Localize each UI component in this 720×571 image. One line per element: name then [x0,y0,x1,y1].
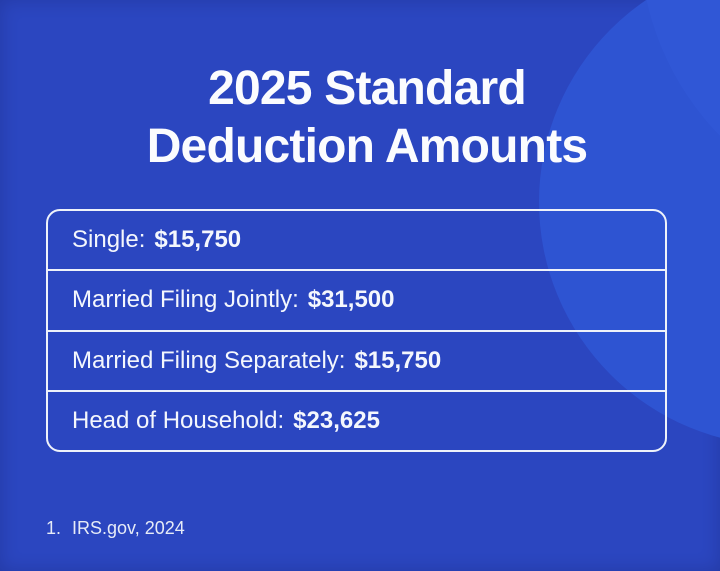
page-title-line-1: 2025 Standard [208,62,527,115]
table-row-married-jointly: Married Filing Jointly: $31,500 [48,269,665,329]
row-label: Married Filing Jointly: [72,286,299,314]
deduction-table: Single: $15,750 Married Filing Jointly: … [46,209,667,452]
footnote: 1. IRS.gov, 2024 [46,517,185,539]
row-amount: $23,625 [293,406,380,434]
page-title: 2025 Standard Deduction Amounts [0,60,720,176]
row-label: Single: [72,226,146,254]
footnote-text: IRS.gov, 2024 [72,518,185,538]
page-title-line-2: Deduction Amounts [146,120,588,173]
row-amount: $15,750 [154,226,242,254]
table-row-single: Single: $15,750 [48,211,665,269]
table-row-married-separately: Married Filing Separately: $15,750 [48,329,665,390]
row-label: Married Filing Separately: [72,346,346,374]
row-label: Head of Household: [72,406,285,434]
footnote-marker: 1. [46,518,62,538]
row-amount: $31,500 [307,286,395,314]
table-row-head-of-household: Head of Household: $23,625 [48,389,665,450]
row-amount: $15,750 [354,346,442,374]
